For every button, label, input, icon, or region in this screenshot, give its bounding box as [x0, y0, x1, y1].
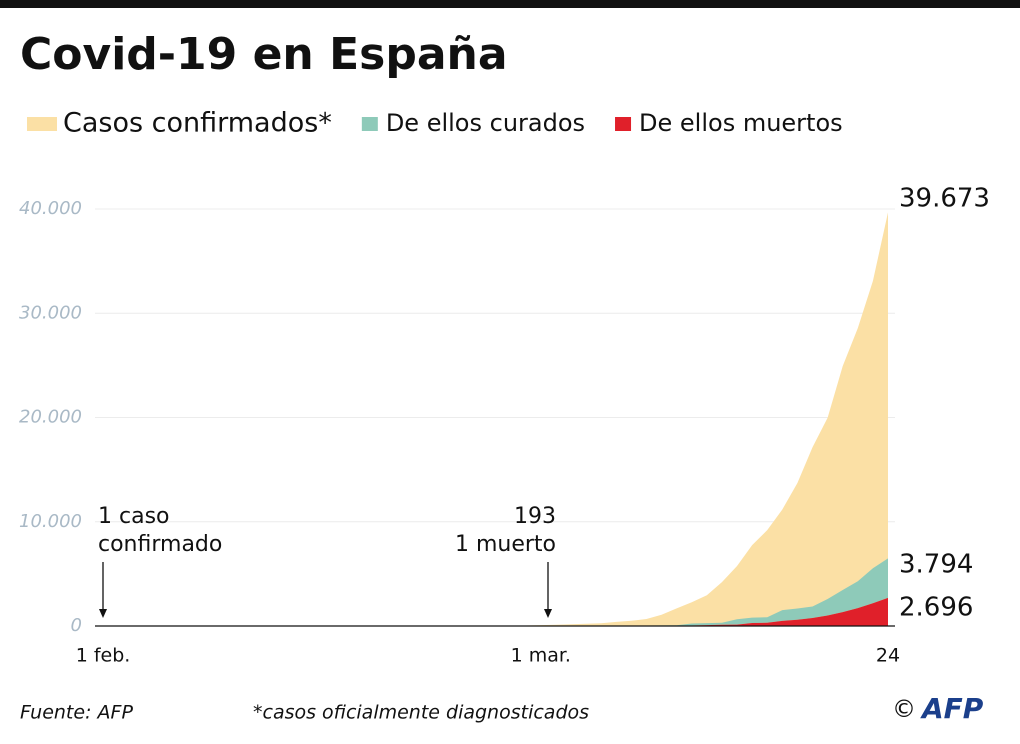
y-tick-label: 20.000	[19, 407, 82, 428]
x-tick-label: 24	[876, 645, 900, 667]
source: Fuente: AFP	[20, 702, 133, 724]
area-deaths	[103, 597, 888, 626]
logo: AFP	[920, 692, 984, 725]
area-confirmed	[103, 212, 888, 626]
y-tick-label: 30.000	[19, 302, 82, 323]
arrow-head	[99, 609, 107, 618]
credit: ©	[892, 695, 916, 723]
legend-label: De ellos curados	[386, 109, 585, 137]
y-tick-label: 10.000	[19, 511, 82, 532]
annotation: 1 muerto	[455, 532, 556, 557]
x-tick-label: 1 feb.	[76, 645, 131, 667]
value-label: 2.696	[899, 593, 973, 623]
top-bar	[0, 0, 1020, 8]
chart-title: Covid-19 en España	[20, 29, 508, 80]
legend-label: Casos confirmados*	[63, 108, 332, 139]
annotation: confirmado	[98, 532, 222, 557]
y-tick-label: 0	[71, 615, 82, 636]
value-label: 3.794	[899, 550, 973, 580]
footnote: *casos oficialmente diagnosticados	[253, 702, 589, 724]
annotation: 1 caso	[98, 504, 170, 529]
legend-swatch	[615, 117, 632, 131]
value-label: 39.673	[899, 184, 990, 214]
arrow-head	[544, 609, 552, 618]
annotation: 193	[514, 504, 556, 529]
x-tick-label: 1 mar.	[511, 645, 571, 667]
legend-label: De ellos muertos	[639, 109, 843, 137]
legend-swatch	[361, 117, 378, 131]
legend-swatch	[27, 117, 57, 131]
y-tick-label: 40.000	[19, 198, 82, 219]
